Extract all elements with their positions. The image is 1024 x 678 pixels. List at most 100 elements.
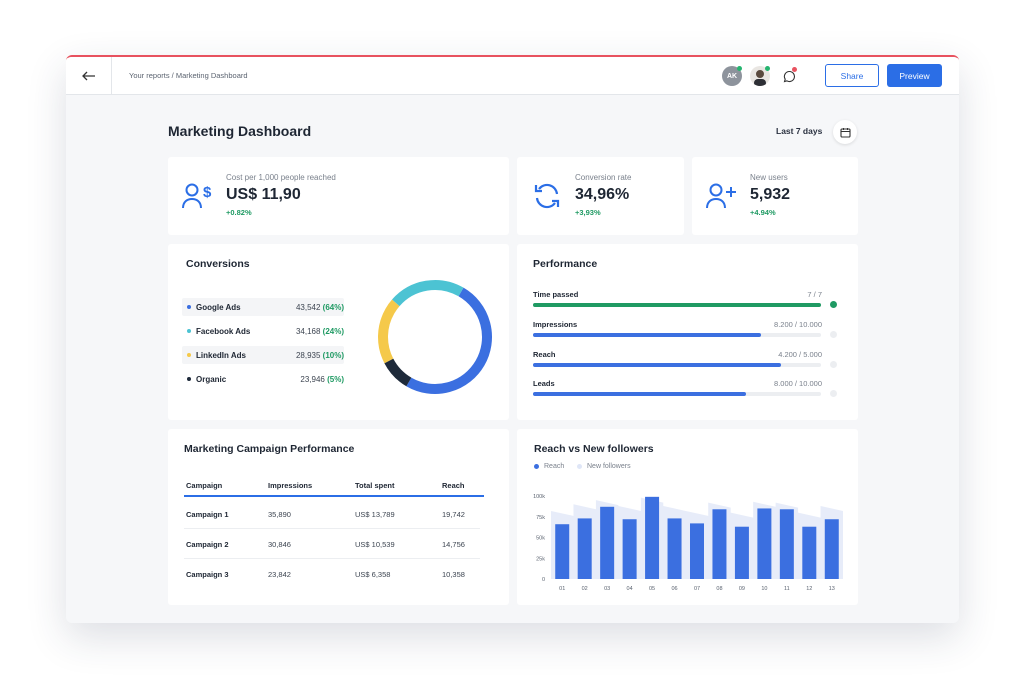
performance-label: Impressions [533,320,578,329]
bar-reach-01[interactable] [555,524,570,579]
bar-reach-05[interactable] [645,496,660,579]
row-divider [184,528,480,529]
x-tick-label: 12 [806,586,812,592]
progress-bar [533,303,821,307]
table-cell: US$ 13,789 [355,510,395,519]
share-button[interactable]: Share [825,64,879,87]
chat-bubble-icon [783,70,795,82]
column-header[interactable]: Impressions [268,481,313,490]
performance-card: Performance Time passed 7 / 7 Impression… [517,244,858,420]
progress-bar [533,333,821,337]
refresh-cycle-icon [534,183,560,209]
status-dot [830,331,837,338]
legend-swatch [534,464,539,469]
legend-swatch [577,464,582,469]
bar-reach-03[interactable] [600,506,615,579]
list-item[interactable]: Google Ads 43,542 (64%) [182,298,344,316]
conversion-value: 23,946 (5%) [300,375,344,384]
table-cell: US$ 10,539 [355,540,395,549]
notification-dot [792,67,797,72]
performance-value: 7 / 7 [807,290,822,299]
list-item[interactable]: Facebook Ads 34,168 (24%) [182,322,344,340]
table-cell: 23,842 [268,570,291,579]
conversions-card: Conversions Google Ads 43,542 (64%) Face… [168,244,509,420]
column-header[interactable]: Campaign [186,481,223,490]
bar-reach-11[interactable] [779,509,794,579]
table-cell: 19,742 [442,510,465,519]
x-tick-label: 07 [694,586,700,592]
bar-reach-13[interactable] [824,519,839,579]
table-cell: 14,756 [442,540,465,549]
performance-value: 8.200 / 10.000 [774,320,822,329]
page-title: Marketing Dashboard [168,123,312,139]
user-plus-icon [706,183,736,209]
bar-reach-09[interactable] [734,526,749,579]
avatar[interactable]: AK [722,66,742,86]
card-title: Conversions [186,258,250,270]
kpi-delta: +3,93% [575,208,601,217]
kpi-delta: +4.94% [750,208,776,217]
kpi-label: Conversion rate [575,173,632,182]
bar-reach-07[interactable] [690,523,704,579]
donut-slice-linkedin-ads[interactable] [374,276,496,398]
performance-value: 8.000 / 10.000 [774,379,822,388]
y-tick-label: 75k [536,515,545,521]
bar-reach-04[interactable] [622,519,637,579]
avatar-photo[interactable] [750,66,770,86]
bar-reach-10[interactable] [757,508,772,579]
bar-reach-02[interactable] [577,518,592,579]
table-cell: Campaign 3 [186,570,229,579]
table-cell: Campaign 1 [186,510,229,519]
bar-reach-08[interactable] [712,509,727,579]
preview-button[interactable]: Preview [887,64,942,87]
bar-reach-06[interactable] [667,518,682,579]
kpi-card-new-users: New users 5,932 +4.94% [692,157,858,235]
kpi-value: 5,932 [750,186,791,203]
reach-chart-card: Reach vs New followers Reach New followe… [517,429,858,605]
legend-dot [187,377,191,381]
arrow-left-icon [81,71,95,81]
date-picker-button[interactable] [833,120,857,144]
y-tick-label: 50k [536,536,545,542]
row-divider [184,558,480,559]
list-item[interactable]: LinkedIn Ads 28,935 (10%) [182,346,344,364]
kpi-label: Cost per 1,000 people reached [226,173,336,182]
performance-label: Leads [533,379,555,388]
conversion-value: 34,168 (24%) [296,327,344,336]
progress-fill [533,303,821,307]
donut-slice-google-ads[interactable] [374,276,496,398]
list-item[interactable]: Organic 23,946 (5%) [182,370,344,388]
conversion-source: Facebook Ads [196,326,251,336]
conversion-percent: (5%) [327,374,344,384]
x-tick-label: 05 [649,586,655,592]
kpi-card-conversion-rate: Conversion rate 34,96% +3,93% [517,157,684,235]
breadcrumb[interactable]: Your reports / Marketing Dashboard [129,71,248,80]
column-header[interactable]: Reach [442,481,465,490]
conversion-percent: (10%) [322,350,344,360]
legend-item-reach[interactable]: Reach [534,463,564,470]
progress-fill [533,363,781,367]
table-cell: 30,846 [268,540,291,549]
y-tick-label: 100k [533,494,545,500]
kpi-card-cost: $ Cost per 1,000 people reached US$ 11,9… [168,157,509,235]
legend-dot [187,329,191,333]
app-window: Your reports / Marketing Dashboard AK Sh… [66,55,959,623]
online-status-dot [765,66,770,71]
column-header[interactable]: Total spent [355,481,395,490]
performance-label: Time passed [533,290,579,299]
legend-dot [187,305,191,309]
progress-bar [533,363,821,367]
card-title: Marketing Campaign Performance [184,443,355,455]
back-button[interactable] [66,57,112,95]
bar-reach-12[interactable] [802,526,817,579]
conversions-donut-chart [374,276,496,398]
comments-button[interactable] [780,67,798,85]
x-tick-label: 08 [716,586,722,592]
legend-item-new-followers[interactable]: New followers [577,463,631,470]
donut-slice-facebook-ads[interactable] [374,276,496,398]
date-range-label[interactable]: Last 7 days [776,126,823,136]
progress-fill [533,333,761,337]
donut-slice-organic[interactable] [374,276,496,398]
conversion-source: Organic [196,374,227,384]
legend-label: Reach [544,463,565,470]
